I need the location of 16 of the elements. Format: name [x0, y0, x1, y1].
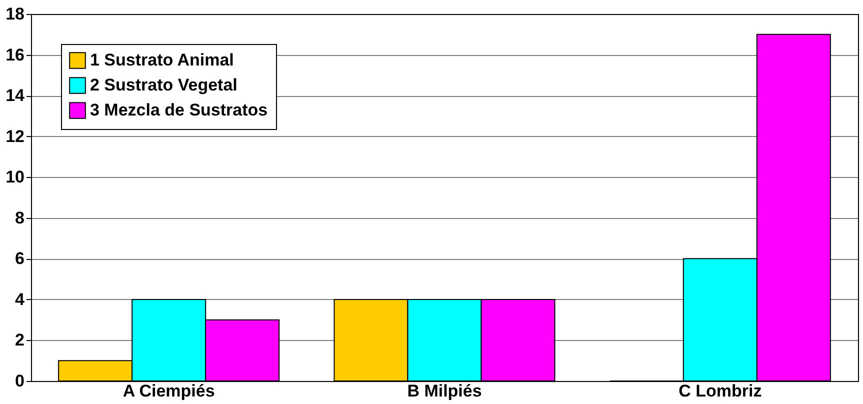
y-tick-label: 10 [6, 168, 24, 187]
x-tick-label: A Ciempiés [122, 382, 215, 400]
legend-label: 3 Mezcla de Sustratos [90, 100, 268, 120]
y-tick-label: 4 [15, 290, 26, 309]
y-tick-label: 18 [6, 4, 24, 24]
y-tick-label: 12 [6, 126, 24, 146]
y-tick-label: 8 [15, 208, 24, 228]
x-tick-label: B Milpiés [407, 382, 482, 400]
y-tick-label: 14 [6, 86, 26, 106]
legend-label: 1 Sustrato Animal [90, 50, 234, 70]
y-tick-label: 2 [15, 330, 24, 350]
y-tick-label: 16 [6, 45, 24, 64]
y-tick-label: 0 [15, 372, 24, 390]
legend-label: 2 Sustrato Vegetal [90, 76, 238, 94]
x-tick-label: C Lombriz [678, 382, 762, 400]
y-tick-label: 6 [15, 249, 24, 268]
